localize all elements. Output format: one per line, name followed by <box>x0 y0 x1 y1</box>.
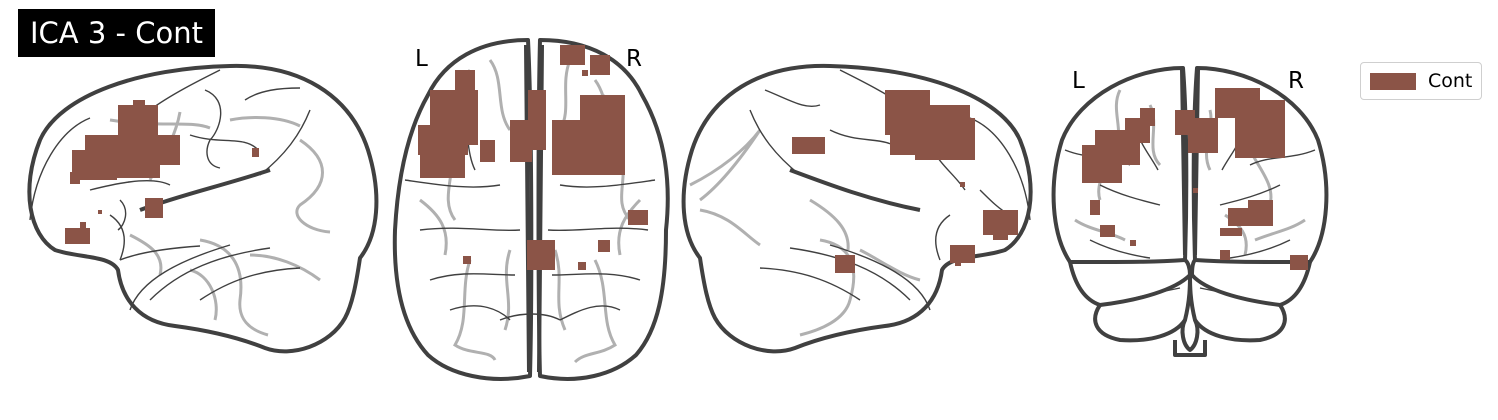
axial-left-label: L <box>415 46 428 72</box>
legend-swatch <box>1370 72 1416 90</box>
legend-label: Cont <box>1428 70 1473 92</box>
sagittal-right-view <box>681 63 1033 354</box>
coronal-left-temporal-outline <box>1068 258 1192 307</box>
coronal-activation <box>1082 88 1308 270</box>
axial-right-hemisphere-outline <box>536 38 670 381</box>
coronal-left-label: L <box>1072 68 1085 94</box>
coronal-brainstem-outline <box>1173 319 1207 357</box>
sagittal-left-outline <box>27 63 379 354</box>
sagittal-right-activation <box>792 90 1018 273</box>
coronal-right-label: R <box>1288 68 1304 94</box>
axial-activation <box>418 45 648 270</box>
coronal-view: L R <box>1051 66 1329 357</box>
sagittal-right-outline <box>681 63 1033 354</box>
coronal-right-cerebellum-outline <box>1188 274 1287 343</box>
axial-view: L R <box>392 38 670 381</box>
figure-title: ICA 3 - Cont <box>18 9 215 57</box>
legend: Cont <box>1360 62 1483 100</box>
sagittal-left-activation <box>65 100 259 244</box>
sagittal-left-view <box>27 63 379 354</box>
axial-right-label: R <box>626 46 642 72</box>
